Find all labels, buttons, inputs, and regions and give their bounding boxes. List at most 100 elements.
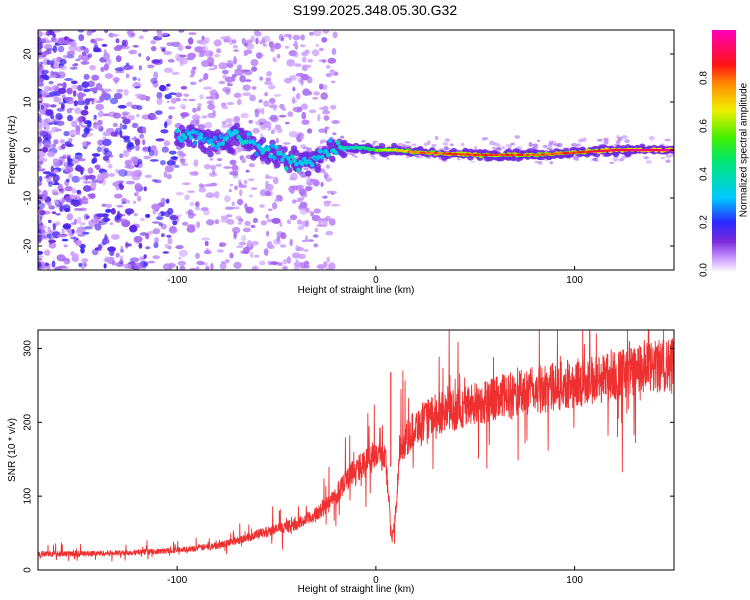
snr-series-line	[38, 330, 674, 562]
noise-blob	[59, 58, 67, 65]
noise-blob	[61, 94, 66, 99]
noise-blob	[131, 122, 139, 129]
noise-blob	[328, 218, 336, 226]
colorbar-swatch	[712, 112, 736, 115]
noise-blob	[332, 132, 337, 136]
noise-blob	[204, 121, 213, 129]
ridge-halo	[314, 163, 321, 170]
noise-blob	[129, 224, 138, 233]
colorbar-swatch	[712, 30, 736, 33]
noise-blob	[78, 34, 85, 42]
colorbar-swatch	[712, 230, 736, 233]
noise-blob	[147, 64, 155, 69]
ridge-peak	[632, 149, 635, 152]
colorbar-swatch	[712, 58, 736, 61]
noise-blob	[133, 262, 143, 270]
noise-blob	[66, 87, 73, 95]
noise-blob	[70, 222, 77, 226]
noise-blob	[110, 208, 116, 215]
noise-blob	[52, 158, 60, 164]
noise-blob	[115, 180, 121, 184]
noise-blob	[78, 96, 83, 102]
noise-blob	[152, 59, 161, 64]
noise-blob	[603, 137, 609, 141]
noise-blob	[283, 265, 288, 270]
noise-blob	[248, 194, 253, 198]
colorbar-swatch	[712, 76, 736, 79]
noise-blob	[103, 257, 111, 263]
colorbar-swatch	[712, 116, 736, 119]
noise-blob	[138, 242, 143, 249]
noise-blob	[127, 141, 134, 148]
ridge-peak	[505, 153, 508, 156]
noise-blob	[621, 155, 627, 159]
noise-blob	[173, 164, 180, 168]
spectrogram-area	[38, 30, 674, 270]
noise-blob	[175, 214, 182, 217]
noise-blob	[38, 250, 44, 255]
noise-blob	[273, 58, 277, 63]
noise-blob	[178, 54, 187, 58]
ridge-halo	[228, 139, 236, 147]
ridge-peak	[524, 153, 528, 156]
noise-blob	[89, 193, 96, 199]
noise-blob	[221, 69, 229, 75]
ridge-peak	[401, 149, 405, 152]
noise-blob	[187, 52, 197, 59]
colorbar-swatch	[712, 182, 736, 185]
noise-blob	[68, 129, 78, 137]
noise-blob	[55, 213, 61, 216]
noise-blob	[70, 80, 78, 85]
noise-blob	[147, 145, 151, 153]
noise-blob	[325, 126, 330, 130]
ridge-peak	[616, 149, 619, 152]
noise-blob	[361, 139, 366, 143]
colorbar-swatch	[712, 80, 736, 83]
noise-blob	[90, 182, 97, 189]
noise-blob	[180, 85, 188, 90]
ridge-core	[208, 138, 214, 144]
colorbar-swatch	[712, 40, 736, 43]
noise-blob	[86, 30, 93, 36]
noise-blob	[82, 180, 92, 184]
noise-blob	[313, 208, 322, 214]
noise-blob	[273, 106, 277, 111]
noise-blob	[64, 186, 73, 192]
colorbar-swatch	[712, 162, 736, 165]
colorbar-swatch	[712, 250, 736, 253]
noise-blob	[58, 87, 67, 95]
noise-blob	[38, 257, 43, 261]
noise-blob	[81, 266, 85, 270]
colorbar-tick-label: 0.0	[699, 263, 710, 277]
noise-blob	[134, 213, 138, 217]
colorbar-swatch	[712, 118, 736, 121]
ridge-peak	[387, 149, 391, 152]
noise-blob	[132, 76, 137, 81]
noise-blob	[229, 159, 237, 166]
noise-blob	[175, 191, 184, 196]
top-ytick-label: -20	[23, 238, 34, 253]
noise-blob	[104, 30, 109, 33]
noise-blob	[195, 266, 200, 270]
noise-blob	[250, 59, 259, 67]
noise-blob	[438, 148, 445, 151]
top-ylabel: Frequency (Hz)	[7, 116, 18, 185]
noise-blob	[130, 33, 136, 37]
noise-blob	[231, 201, 235, 207]
noise-blob	[322, 169, 326, 175]
noise-blob	[64, 141, 72, 147]
noise-blob	[175, 97, 181, 102]
noise-blob	[137, 158, 143, 165]
noise-blob	[303, 188, 308, 193]
noise-blob	[442, 142, 449, 146]
ridge-peak	[431, 152, 434, 155]
noise-blob	[167, 207, 174, 215]
noise-blob	[252, 266, 257, 270]
ridge-peak	[592, 150, 595, 153]
noise-blob	[134, 93, 144, 97]
noise-blob	[320, 181, 324, 187]
ridge-peak	[532, 153, 536, 156]
noise-blob	[123, 89, 129, 96]
colorbar-swatch	[712, 170, 736, 173]
